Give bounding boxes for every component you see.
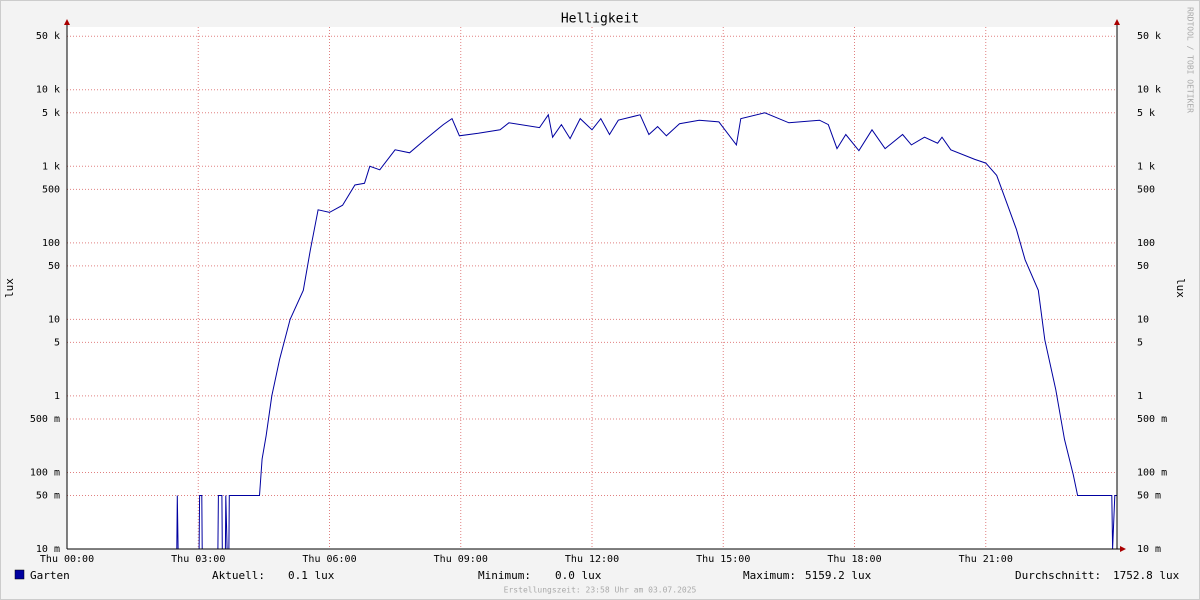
y-tick-label: 50 k bbox=[36, 31, 60, 42]
y-tick-label-right: 5 bbox=[1137, 337, 1143, 348]
grid bbox=[66, 27, 1117, 550]
stat-label: Aktuell: bbox=[212, 569, 265, 582]
y-tick-label: 10 m bbox=[36, 544, 60, 555]
x-tick-label: Thu 21:00 bbox=[959, 554, 1013, 565]
stat-value: 1752.8 lux bbox=[1113, 569, 1180, 582]
chart-title: Helligkeit bbox=[561, 12, 639, 27]
stat-label: Durchschnitt: bbox=[1015, 569, 1101, 582]
x-tick-label: Thu 12:00 bbox=[565, 554, 619, 565]
x-tick-label: Thu 09:00 bbox=[434, 554, 488, 565]
y-axis-label-right: lux bbox=[1174, 278, 1187, 298]
stat-value: 5159.2 lux bbox=[805, 569, 872, 582]
y-tick-label: 100 m bbox=[30, 467, 60, 478]
y-axis-label: lux bbox=[3, 278, 16, 298]
axis-arrow bbox=[1120, 546, 1126, 552]
y-tick-label: 500 m bbox=[30, 414, 60, 425]
y-tick-label-right: 100 bbox=[1137, 238, 1155, 249]
y-tick-label-right: 10 bbox=[1137, 314, 1149, 325]
axis-arrow bbox=[64, 19, 70, 25]
y-tick-label-right: 5 k bbox=[1137, 108, 1155, 119]
y-tick-label: 1 bbox=[54, 391, 60, 402]
x-tick-label: Thu 00:00 bbox=[40, 554, 94, 565]
y-tick-label-right: 50 k bbox=[1137, 31, 1161, 42]
x-tick-label: Thu 03:00 bbox=[171, 554, 225, 565]
y-tick-label: 10 k bbox=[36, 85, 60, 96]
y-tick-label-right: 1 bbox=[1137, 391, 1143, 402]
watermark: RRDTOOL / TOBI OETIKER bbox=[1186, 7, 1195, 113]
stat-label: Minimum: bbox=[478, 569, 531, 582]
y-tick-label-right: 50 bbox=[1137, 261, 1149, 272]
y-tick-label-right: 10 k bbox=[1137, 85, 1161, 96]
x-tick-label: Thu 15:00 bbox=[696, 554, 750, 565]
y-tick-label-right: 500 m bbox=[1137, 414, 1167, 425]
y-tick-label-right: 500 bbox=[1137, 184, 1155, 195]
x-tick-label: Thu 06:00 bbox=[302, 554, 356, 565]
y-tick-label-right: 1 k bbox=[1137, 161, 1155, 172]
y-tick-label: 5 k bbox=[42, 108, 60, 119]
stat-value: 0.1 lux bbox=[288, 569, 335, 582]
x-tick-label: Thu 18:00 bbox=[827, 554, 881, 565]
legend-swatch bbox=[14, 569, 25, 580]
axis-arrow bbox=[1114, 19, 1120, 25]
stat-value: 0.0 lux bbox=[555, 569, 602, 582]
footer: Erstellungszeit: 23:58 Uhr am 03.07.2025 bbox=[504, 586, 697, 595]
y-tick-label: 1 k bbox=[42, 161, 60, 172]
y-tick-label: 50 bbox=[48, 261, 60, 272]
y-tick-label-right: 50 m bbox=[1137, 490, 1161, 501]
y-tick-label: 10 bbox=[48, 314, 60, 325]
stat-label: Maximum: bbox=[743, 569, 796, 582]
y-tick-label: 5 bbox=[54, 337, 60, 348]
y-tick-label: 500 bbox=[42, 184, 60, 195]
y-tick-label-right: 10 m bbox=[1137, 544, 1161, 555]
y-tick-label-right: 100 m bbox=[1137, 467, 1167, 478]
legend-label: Garten bbox=[30, 569, 70, 582]
y-tick-label: 50 m bbox=[36, 490, 60, 501]
y-tick-label: 100 bbox=[42, 238, 60, 249]
